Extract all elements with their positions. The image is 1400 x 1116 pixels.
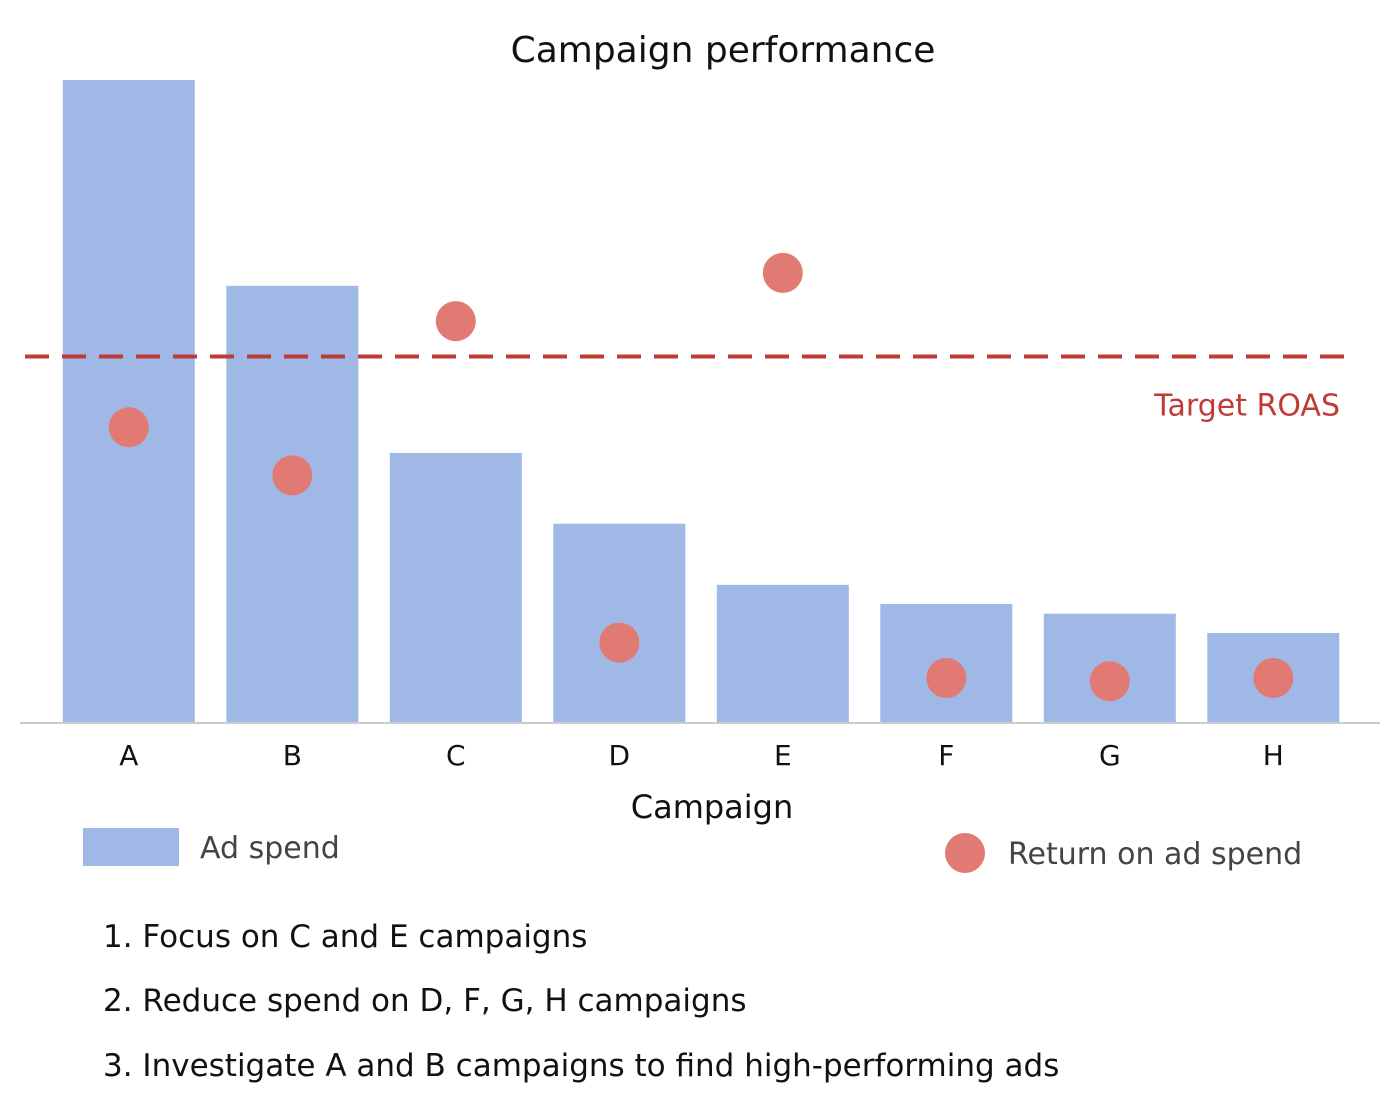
point-roas-f (926, 658, 967, 698)
point-roas-h (1253, 658, 1294, 698)
target-roas-label: Target ROAS (1153, 389, 1340, 424)
note-1: 1. Focus on C and E campaigns (103, 919, 587, 955)
legend-swatch-roas (945, 833, 985, 873)
x-tick-label-c: C (446, 739, 466, 772)
point-roas-e (762, 252, 803, 293)
point-roas-c (435, 301, 476, 342)
notes-list: 1. Focus on C and E campaigns 2. Reduce … (103, 919, 1059, 1084)
bar-ad-spend-c (389, 452, 522, 723)
legend-swatch-ad-spend (83, 828, 179, 866)
points-layer (108, 252, 1294, 702)
x-tick-label-a: A (119, 739, 138, 772)
point-roas-b (272, 455, 313, 496)
legend: Ad spend Return on ad spend (83, 828, 1302, 873)
bars-layer (62, 80, 1340, 723)
x-tick-label-f: F (938, 739, 954, 772)
x-tick-label-d: D (609, 739, 631, 772)
x-axis-label: Campaign (631, 788, 794, 826)
x-tick-label-b: B (283, 739, 302, 772)
bar-ad-spend-a (62, 80, 195, 723)
x-tick-label-g: G (1099, 739, 1121, 772)
x-tick-label-h: H (1263, 739, 1284, 772)
bar-ad-spend-b (226, 285, 359, 723)
note-2: 2. Reduce spend on D, F, G, H campaigns (103, 983, 747, 1019)
point-roas-g (1089, 661, 1130, 702)
chart-title: Campaign performance (511, 30, 936, 71)
legend-label-ad-spend: Ad spend (200, 831, 340, 866)
point-roas-d (599, 622, 640, 663)
x-tick-labels: A B C D E F G H (119, 739, 1284, 772)
point-roas-a (108, 407, 149, 448)
note-3: 3. Investigate A and B campaigns to find… (103, 1048, 1059, 1084)
x-tick-label-e: E (774, 739, 792, 772)
bar-ad-spend-e (716, 584, 849, 723)
legend-label-roas: Return on ad spend (1008, 837, 1302, 872)
